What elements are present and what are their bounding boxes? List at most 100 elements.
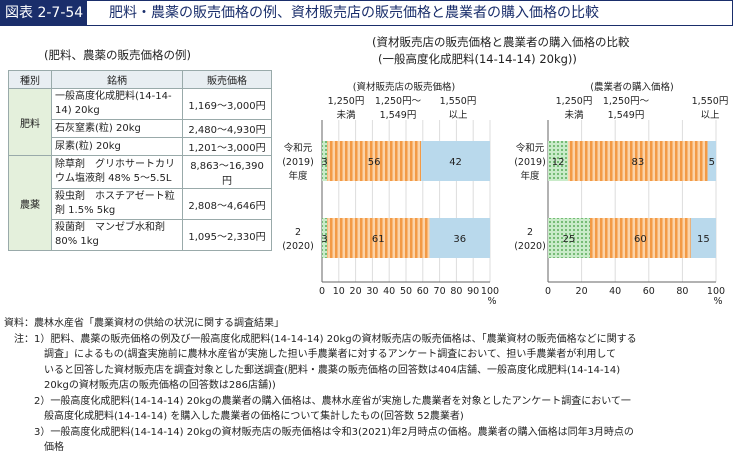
note-line: 価格 (4, 442, 64, 453)
category-label: 年度 (288, 170, 308, 182)
x-tick-label: 0 (319, 286, 325, 297)
x-tick-label: 0 (545, 286, 551, 297)
x-tick-label: 20 (350, 286, 362, 297)
bar-segment (421, 141, 490, 181)
figure-title: 肥料・農薬の販売価格の例、資材販売店の販売価格と農業者の購入価格の比較 (109, 5, 599, 21)
chart-title: (資材販売店の販売価格) (353, 81, 455, 93)
data-label: 36 (453, 234, 466, 245)
legend-label: 1,250円 (556, 96, 593, 107)
bar-segment (690, 218, 716, 258)
bar-segment (707, 141, 716, 181)
data-label: 25 (563, 234, 576, 245)
column-header: 種別 (8, 70, 52, 89)
data-label: 56 (368, 157, 381, 168)
legend-label: 未満 (564, 109, 584, 121)
x-tick-label: 80 (676, 286, 688, 297)
legend-label: 1,549円 (380, 110, 417, 121)
data-label: 61 (372, 234, 385, 245)
x-tick-label: 50 (400, 286, 412, 297)
bar-segment (327, 218, 430, 258)
bar-segment (590, 218, 691, 258)
note-line: 3）一般高度化成肥料(14-14-14) 20kgの資材販売店の販売価格は令和3… (4, 426, 634, 438)
note-line: 注：1）肥料、農薬の販売価格の例及び一般高度化成肥料(14-14-14) 20k… (4, 333, 637, 345)
data-label: 5 (709, 157, 715, 168)
category-label: (2020) (282, 241, 314, 252)
bar-segment (548, 141, 569, 181)
category-label: (2020) (514, 241, 546, 252)
data-label: 60 (634, 234, 647, 245)
note-line: 般高度化成肥料(14-14-14) を購入した農業者の価格について集計したもの(… (4, 411, 464, 422)
x-axis-unit: % (713, 296, 722, 307)
price-cell: 2,808～4,646円 (182, 188, 272, 220)
bar-segment (322, 218, 328, 258)
x-tick-label: 60 (417, 286, 429, 297)
notes: 資料：農林水産省「農業資材の供給の状況に関する調査結果」 注：1）肥料、農薬の販… (4, 316, 732, 456)
note-line: 調査」によるもの(調査実施前に農林水産省が実施した担い手農業者に対するアンケート… (4, 349, 617, 360)
x-tick-label: 100 (707, 286, 725, 297)
bar-segment (327, 141, 422, 181)
x-tick-label: 70 (434, 286, 446, 297)
price-cell: 8,863～16,390円 (182, 155, 272, 189)
product-cell: 一般高度化成肥料(14-14-14) 20kg (51, 88, 183, 120)
x-tick-label: 30 (366, 286, 378, 297)
category-label: (2019) (282, 157, 314, 168)
legend-label: 未満 (336, 109, 356, 121)
legend-label: 1,549円 (608, 110, 645, 121)
x-tick-label: 60 (643, 286, 655, 297)
legend-label: 以上 (700, 110, 720, 121)
legend-label: 1,250円～ (375, 96, 422, 107)
table-row: 肥料 一般高度化成肥料(14-14-14) 20kg 1,169～3,000円 (8, 88, 272, 156)
legend-label: 1,550円 (692, 96, 729, 107)
x-tick-label: 90 (467, 286, 479, 297)
bar-segment (429, 218, 490, 258)
category-label: 令和元 (284, 142, 313, 154)
x-tick-label: 100 (481, 286, 499, 297)
bar-segment (548, 218, 590, 258)
table-row: 尿素(粒) 20kg 1,201～3,000円 (9, 137, 272, 156)
legend-label: 1,550円 (440, 96, 477, 107)
note-source: 資料：農林水産省「農業資材の供給の状況に関する調査結果」 (4, 318, 284, 329)
data-label: 3 (321, 234, 327, 245)
data-label: 12 (552, 157, 565, 168)
comparison-title-line2: (一般高度化成肥料(14-14-14) 20kg)) (378, 52, 577, 66)
x-tick-label: 40 (609, 286, 621, 297)
data-label: 3 (321, 157, 327, 168)
table-header-row: 種別 銘柄 販売価格 (8, 70, 272, 89)
column-header: 販売価格 (182, 70, 272, 89)
x-tick-label: 40 (383, 286, 395, 297)
note-line: 2）一般高度化成肥料(14-14-14) 20kgの農業者の購入価格は、農林水産… (4, 395, 631, 407)
category-label: 年度 (520, 170, 540, 182)
legend-label: 以上 (448, 110, 468, 121)
table-row: 農薬 除草剤 グリホサートカリウム塩液剤 48% 5～5.5L 8,863～16… (8, 155, 272, 251)
category-cell: 肥料 (8, 88, 52, 156)
x-tick-label: 20 (576, 286, 588, 297)
category-label: 2 (527, 227, 533, 238)
table-row: 殺菌剤 マンゼブ水和剤 80% 1kg 1,095～2,330円 (9, 219, 272, 251)
note-line: いると回答した資材販売店を調査対象とした郵送調査(肥料・農薬の販売価格の回答数は… (4, 364, 621, 376)
legend-label: 1,250円～ (603, 96, 650, 107)
figure-label: 図表 2-7-54 (1, 1, 88, 25)
figure-header: 図表 2-7-54 肥料・農薬の販売価格の例、資材販売店の販売価格と農業者の購入… (0, 0, 733, 26)
price-cell: 1,095～2,330円 (182, 219, 272, 251)
legend-label: 1,250円 (328, 96, 365, 107)
category-label: 令和元 (516, 142, 545, 154)
x-axis-unit: % (487, 296, 496, 307)
category-label: (2019) (514, 157, 546, 168)
x-tick-label: 10 (333, 286, 345, 297)
x-tick-label: 80 (450, 286, 462, 297)
data-label: 15 (697, 234, 710, 245)
category-label: 2 (295, 227, 301, 238)
bar-segment (568, 141, 708, 181)
data-label: 42 (449, 157, 462, 168)
chart-title: (農業者の購入価格) (590, 81, 673, 93)
category-cell: 農薬 (8, 155, 52, 251)
note-line: 20kgの資材販売店の販売価格の回答数は286店舗)) (4, 380, 276, 391)
bar-segment (322, 141, 328, 181)
comparison-title-line1: (資材販売店の販売価格と農業者の購入価格の比較 (372, 35, 630, 49)
data-label: 83 (632, 157, 645, 168)
product-cell: 殺菌剤 マンゼブ水和剤 80% 1kg (51, 219, 183, 251)
price-table: 種別 銘柄 販売価格 肥料 一般高度化成肥料(14-14-14) 20kg 1,… (8, 70, 272, 251)
product-cell: 除草剤 グリホサートカリウム塩液剤 48% 5～5.5L (51, 155, 183, 189)
table-title: (肥料、農薬の販売価格の例) (44, 48, 191, 62)
